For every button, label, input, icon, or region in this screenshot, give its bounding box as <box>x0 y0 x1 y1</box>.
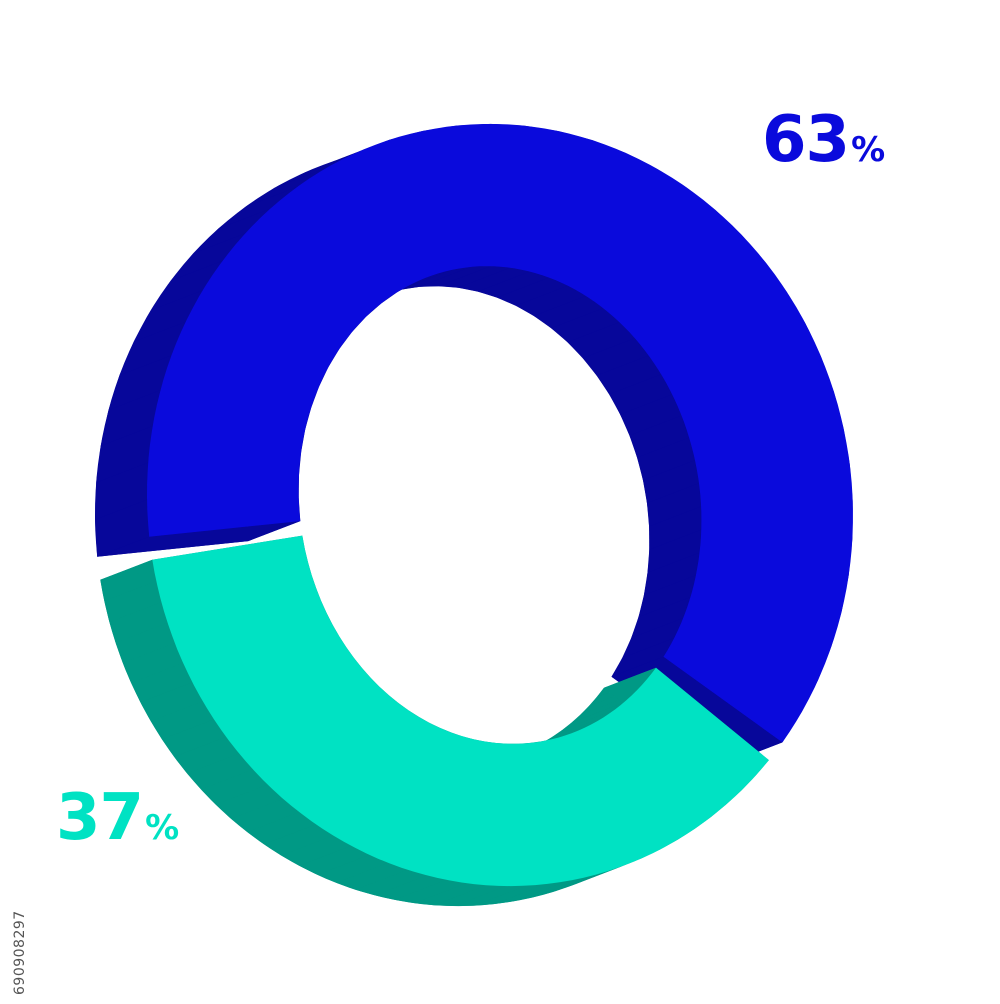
slice-63-wall <box>100 390 161 446</box>
slice-37 <box>152 535 769 887</box>
slice-37-wall <box>493 881 566 905</box>
slice-37-wall <box>109 602 168 643</box>
slice-63-wall <box>170 233 246 281</box>
slice-63-wall <box>609 374 673 415</box>
slice-37-wall <box>394 879 467 904</box>
slice-37-wall <box>247 812 316 845</box>
slice-label-37: 37% <box>56 786 179 850</box>
slice-63-wall <box>95 462 149 520</box>
slice-label-63-number: 63 <box>762 103 850 177</box>
slice-37-wall <box>231 798 300 832</box>
slice-37-wall <box>562 702 624 730</box>
slice-37-wall <box>434 885 507 906</box>
slice-37-wall <box>355 869 427 896</box>
slice-63-wall <box>477 271 549 298</box>
slice-37-wall <box>263 824 334 856</box>
slice-37-wall <box>174 736 240 774</box>
slice-37-wall <box>161 719 227 757</box>
slice-37-wall <box>131 662 193 703</box>
slice-63-wall <box>150 260 223 311</box>
slice-63-wall <box>419 266 491 287</box>
slice-63-wall <box>620 394 682 436</box>
slice-37-wall <box>374 875 447 900</box>
slice-63-wall <box>567 322 635 359</box>
stock-id-text: 690908297 <box>12 910 28 995</box>
slice-63-wall <box>438 266 511 288</box>
slice-37-wall <box>104 581 162 622</box>
slice-label-63: 63% <box>762 108 885 172</box>
slice-63-wall <box>245 167 327 207</box>
slice-label-37-number: 37 <box>56 781 144 855</box>
slice-63-wall <box>274 152 358 188</box>
slice-37-wall <box>571 694 633 723</box>
slice-63-wall <box>631 597 691 639</box>
slice-63-wall <box>649 506 702 550</box>
slice-37-wall <box>187 753 253 790</box>
slice-37-wall <box>336 862 408 890</box>
slice-63-wall <box>119 321 186 376</box>
slice-63-wall <box>637 437 695 481</box>
slice-63-wall <box>515 285 586 316</box>
slice-63-wall <box>96 425 153 483</box>
slice-label-37-percent-sign: % <box>145 808 180 848</box>
slice-63-wall <box>638 575 696 618</box>
slice-37-wall <box>115 622 175 663</box>
slice-63-wall <box>596 355 662 395</box>
slice-63-wall <box>399 266 472 290</box>
stock-id-watermark: 690908297 <box>8 755 28 995</box>
slice-label-63-percent-sign: % <box>851 130 886 170</box>
slice-63-wall <box>133 290 203 342</box>
slice-63-wall <box>622 618 684 658</box>
slice-37-wall <box>299 845 370 875</box>
slice-37-wall <box>552 710 615 737</box>
slice-63-wall <box>647 483 702 527</box>
slice-63-end-cap <box>97 521 301 557</box>
slice-63-wall <box>629 415 690 458</box>
slice-63-wall <box>611 638 675 677</box>
slice-63-wall <box>647 529 702 573</box>
slice-63-wall <box>458 267 530 292</box>
slice-37-wall <box>474 884 546 906</box>
slice-63-wall <box>643 460 699 504</box>
slice-37-wall <box>533 872 605 898</box>
slice-37-wall <box>552 865 624 893</box>
slice-63-wall <box>582 338 649 376</box>
slice-63-wall <box>497 277 568 306</box>
slice-63 <box>147 124 853 743</box>
slice-37-wall <box>414 883 487 906</box>
slice-63-wall <box>643 552 700 596</box>
slice-63-wall <box>95 499 150 557</box>
slice-63-wall <box>108 355 172 410</box>
slice-37-wall <box>513 877 586 902</box>
slice-63-wall <box>551 308 620 343</box>
slice-63-wall <box>193 208 271 254</box>
slice-37-wall <box>317 854 389 883</box>
slice-37-wall <box>201 769 268 805</box>
slice-37-wall <box>150 701 214 740</box>
donut-face-layer <box>147 124 853 887</box>
slice-63-wall <box>218 186 298 229</box>
slice-37-wall <box>122 643 184 683</box>
slice-37-wall <box>215 784 283 819</box>
slice-37-wall <box>140 682 203 722</box>
slice-63-wall <box>533 296 604 329</box>
slice-37-wall <box>281 835 352 866</box>
slice-37-wall <box>454 885 526 906</box>
slice-37-wall <box>542 716 605 743</box>
